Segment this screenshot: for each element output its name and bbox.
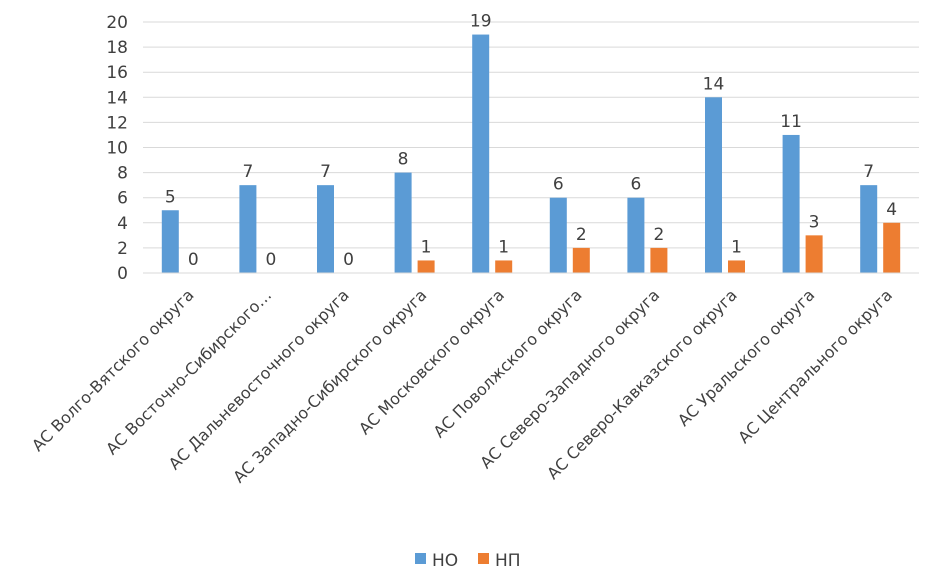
data-label-no: 6 [630, 175, 641, 195]
data-label-np: 3 [809, 212, 820, 232]
data-label-np: 0 [188, 250, 199, 270]
category-label: АС Восточно-Сибирского… [102, 285, 275, 458]
bar-no [161, 210, 179, 273]
bar-np [495, 260, 513, 273]
bar-no [317, 185, 334, 273]
bar-np [883, 222, 901, 273]
legend-item-np: НП [478, 551, 521, 571]
data-label-no: 6 [553, 175, 564, 195]
bar-no [472, 34, 490, 273]
category-label: АС Волго-Вятского округа [28, 285, 198, 455]
gridlines [143, 21, 919, 249]
bar-np [728, 260, 745, 273]
legend-label-np: НП [495, 551, 521, 571]
category-label: АС Московского округа [355, 285, 508, 438]
data-label-no: 7 [242, 162, 253, 182]
legend-swatch-np [478, 553, 489, 564]
y-tick-label: 12 [106, 113, 128, 133]
data-label-np: 4 [886, 200, 897, 220]
data-label-no: 8 [398, 150, 409, 170]
data-label-np: 2 [576, 225, 587, 245]
y-tick-label: 0 [117, 264, 128, 284]
y-tick-label: 20 [106, 13, 128, 33]
bar-np [805, 235, 823, 273]
category-label: АС Уральского округа [674, 285, 819, 430]
bars [161, 34, 901, 273]
legend-item-no: НО [415, 551, 458, 571]
bar-no [549, 197, 567, 273]
bar-no [705, 97, 722, 273]
category-label: АС Поволжского округа [430, 285, 586, 441]
y-axis-ticks: 0 2 4 6 8 10 12 14 16 18 20 [106, 13, 128, 284]
category-label: АС Центрального округа [734, 285, 896, 447]
data-label-no: 7 [320, 162, 331, 182]
data-label-np: 0 [343, 250, 354, 270]
legend: НО НП [415, 551, 521, 571]
data-label-np: 1 [498, 237, 509, 257]
y-tick-label: 4 [117, 214, 128, 234]
data-label-no: 19 [470, 12, 492, 32]
bar-no [627, 197, 645, 273]
data-label-np: 2 [653, 225, 664, 245]
y-tick-label: 18 [106, 38, 128, 58]
legend-label-no: НО [432, 551, 458, 571]
data-label-no: 5 [165, 187, 176, 207]
bar-no [239, 185, 257, 273]
y-tick-label: 6 [117, 189, 128, 209]
bar-no [860, 185, 878, 273]
y-tick-label: 16 [106, 63, 128, 83]
bar-no [782, 134, 800, 273]
y-tick-label: 14 [106, 88, 128, 108]
data-label-np: 0 [265, 250, 276, 270]
y-tick-label: 8 [117, 164, 128, 184]
data-label-no: 7 [863, 162, 874, 182]
bar-no [394, 172, 412, 273]
bar-np [417, 260, 435, 273]
legend-swatch-no [415, 553, 426, 564]
bar-np [572, 247, 590, 273]
y-tick-label: 2 [117, 239, 128, 259]
data-label-np: 1 [421, 237, 432, 257]
data-label-no: 11 [780, 112, 802, 132]
data-label-no: 14 [703, 74, 725, 94]
y-tick-label: 10 [106, 139, 128, 159]
bar-np [650, 247, 668, 273]
data-label-np: 1 [731, 237, 742, 257]
